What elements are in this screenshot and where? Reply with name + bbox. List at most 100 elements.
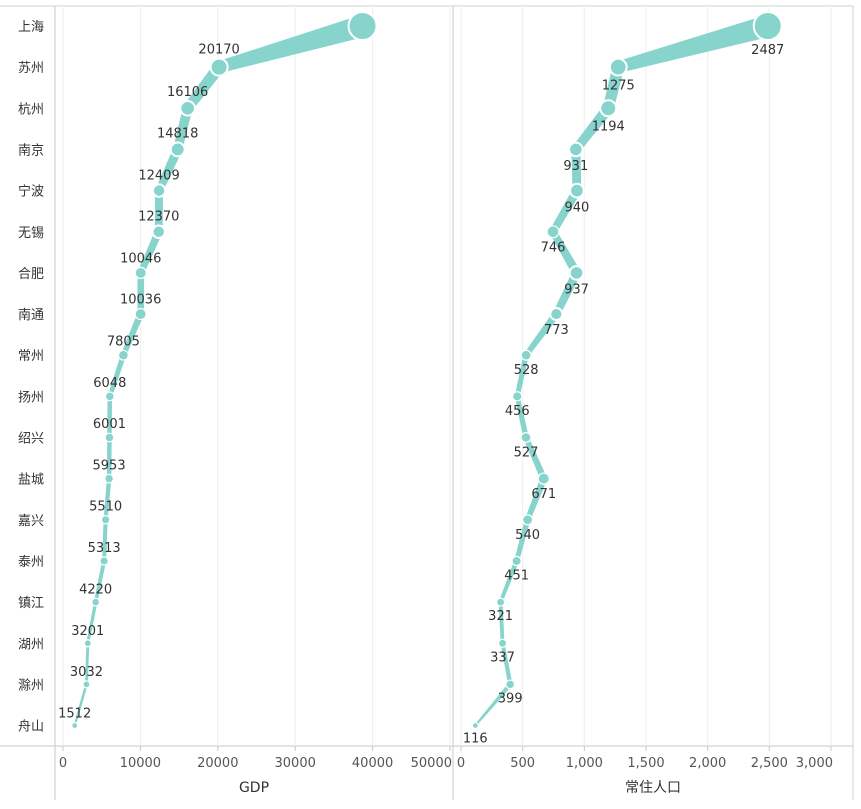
x-tick-label: 1,500 — [627, 756, 664, 771]
data-point — [151, 183, 167, 198]
data-point — [522, 514, 534, 526]
x-tick-label: 1,000 — [566, 756, 603, 771]
data-point — [520, 431, 532, 444]
data-point — [71, 721, 79, 730]
data-point — [169, 141, 186, 158]
series-line-segment — [474, 683, 512, 727]
category-label: 常州 — [18, 349, 44, 364]
series-line-segment — [571, 149, 582, 191]
data-point — [546, 225, 560, 239]
data-label: 937 — [564, 283, 589, 298]
series-line-segment — [514, 519, 531, 562]
x-tick-label: 0 — [457, 756, 465, 771]
data-point — [511, 555, 522, 567]
data-label: 3201 — [71, 624, 104, 639]
data-label: 14818 — [157, 127, 198, 142]
data-label: 1275 — [602, 79, 635, 94]
x-tick-label: 0 — [59, 756, 67, 771]
data-label: 3032 — [70, 665, 103, 680]
series-line-segment — [616, 15, 771, 73]
data-label: 321 — [488, 609, 513, 624]
x-tick-label: 2,500 — [751, 756, 788, 771]
series-line-segment — [137, 230, 163, 275]
series-line-segment — [549, 229, 581, 276]
data-point — [179, 99, 196, 117]
data-label: 528 — [514, 363, 539, 378]
data-label: 116 — [463, 732, 488, 747]
series-line-segment — [549, 188, 581, 234]
category-label: 合肥 — [18, 267, 44, 282]
data-point — [568, 141, 584, 158]
data-point — [82, 680, 91, 689]
data-label: 4220 — [79, 582, 112, 597]
series-line-segment — [500, 642, 513, 685]
data-point — [134, 266, 147, 280]
series-line-segment — [86, 601, 98, 644]
series-line-segment — [498, 602, 505, 644]
data-point — [99, 556, 109, 566]
data-point — [134, 307, 147, 321]
series-line-segment — [154, 190, 163, 232]
category-label: 扬州 — [18, 390, 44, 405]
data-label: 337 — [490, 650, 515, 665]
data-label: 1512 — [58, 707, 91, 722]
data-point — [568, 265, 585, 281]
data-point — [752, 11, 783, 41]
series-line-segment — [107, 396, 112, 438]
data-label: 931 — [563, 159, 588, 174]
data-point — [104, 432, 115, 443]
data-point — [104, 473, 114, 484]
series-line-segment — [106, 437, 112, 479]
series-line-segment — [120, 312, 144, 357]
data-label: 773 — [544, 323, 569, 338]
category-label: 舟山 — [18, 720, 44, 735]
data-label: 10036 — [120, 293, 161, 308]
x-tick-label: 30000 — [275, 756, 316, 771]
data-point — [347, 11, 378, 41]
series-line-segment — [73, 684, 88, 726]
category-label: 泰州 — [18, 555, 44, 570]
data-point — [471, 721, 479, 730]
data-label: 456 — [505, 404, 530, 419]
x-tick-label: 10000 — [120, 756, 161, 771]
data-label: 5510 — [89, 500, 122, 515]
series-line-segment — [602, 65, 624, 110]
data-point — [151, 224, 166, 239]
data-label: 10046 — [120, 251, 161, 266]
data-label: 671 — [531, 487, 556, 502]
data-label: 5313 — [88, 541, 121, 556]
series-line-segment — [553, 270, 581, 316]
series-line-segment — [173, 107, 193, 151]
series-line-segment — [102, 519, 108, 561]
series-line-segment — [183, 63, 224, 112]
category-label: 滁州 — [18, 677, 44, 693]
series-line-segment — [137, 272, 145, 315]
x-tick-label: 500 — [510, 756, 535, 771]
data-point — [104, 391, 115, 402]
data-point — [549, 307, 564, 322]
data-point — [505, 679, 516, 690]
x-tick-label: 3,000 — [796, 756, 833, 771]
category-label: 嘉兴 — [18, 514, 44, 529]
data-label: 940 — [565, 200, 590, 215]
data-point — [117, 349, 129, 361]
data-point — [91, 597, 101, 607]
data-label: 746 — [541, 241, 566, 256]
data-label: 399 — [498, 692, 523, 707]
series-line-segment — [514, 395, 529, 439]
data-point — [569, 182, 585, 199]
data-point — [537, 472, 550, 485]
category-label: 杭州 — [18, 102, 44, 117]
data-point — [209, 57, 229, 77]
data-label: 6048 — [93, 376, 126, 391]
series-line-segment — [103, 478, 112, 520]
data-point — [608, 57, 628, 77]
data-label: 16106 — [167, 85, 208, 100]
data-point — [512, 391, 523, 402]
category-label: 镇江 — [18, 596, 44, 611]
data-label: 527 — [514, 445, 539, 460]
data-label: 6001 — [93, 417, 126, 432]
series-line-segment — [525, 477, 547, 521]
